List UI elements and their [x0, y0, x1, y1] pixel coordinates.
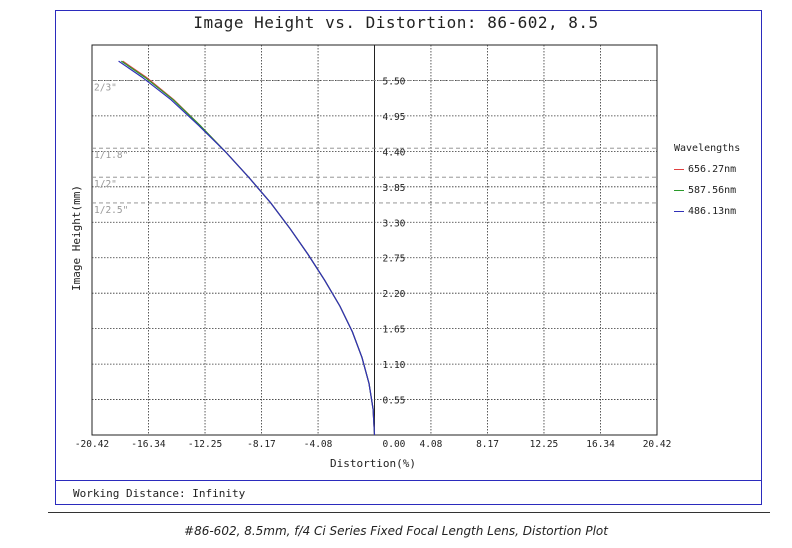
legend-item[interactable]: 587.56nm [674, 185, 736, 196]
figure-caption: #86-602, 8.5mm, f/4 Ci Series Fixed Foca… [184, 524, 608, 538]
sensor-marker-layer: 2/3" 1/1.8" 1/2" 1/2.5" [92, 80, 657, 216]
legend-title: Wavelengths [674, 143, 741, 154]
x-tick-label: 4.08 [419, 439, 442, 450]
x-tick-label: -12.25 [188, 439, 222, 450]
legend-label: 656.27nm [688, 164, 737, 175]
x-tick-label: -20.42 [75, 439, 109, 450]
working-distance: Working Distance: Infinity [73, 487, 246, 500]
x-tick-label: -4.08 [304, 439, 333, 450]
legend-item[interactable]: 486.13nm [674, 206, 736, 217]
chart-title: Image Height vs. Distortion: 86-602, 8.5 [193, 13, 599, 32]
y-tick-label: 1.65 [383, 325, 406, 336]
legend-label: 486.13nm [688, 206, 737, 217]
y-tick-label: 2.20 [383, 289, 406, 300]
series-line [118, 60, 376, 436]
legend-label: 587.56nm [688, 185, 737, 196]
y-tick-label: 4.95 [383, 112, 406, 123]
x-tick-label: -8.17 [247, 439, 276, 450]
x-tick-label: -16.34 [131, 439, 166, 450]
x-tick-label: 12.25 [530, 439, 559, 450]
legend-swatch [674, 189, 684, 192]
chart-frame [55, 10, 762, 505]
series-line [122, 60, 376, 436]
x-tick-label: 8.17 [476, 439, 499, 450]
sensor-marker-label: 1/2.5" [94, 205, 128, 216]
y-tick-label: 0.55 [383, 396, 406, 407]
legend-swatch [674, 210, 684, 213]
y-tick-label: 4.40 [383, 147, 406, 158]
sensor-marker-label: 2/3" [94, 82, 117, 93]
y-tick-label: 2.75 [383, 254, 406, 265]
legend-item[interactable]: 656.27nm [674, 164, 736, 175]
y-tick-label: 3.85 [383, 183, 406, 194]
series-layer [118, 60, 376, 436]
y-tick-label: 5.50 [383, 76, 406, 87]
page-rule [48, 512, 770, 513]
x-tick-label: 16.34 [586, 439, 615, 450]
y-axis-label: Image Height(mm) [70, 185, 83, 291]
sensor-marker-label: 1/1.8" [94, 150, 128, 161]
legend-swatch [674, 168, 684, 171]
y-tick-label: 3.30 [383, 218, 406, 229]
x-tick-label: 20.42 [643, 439, 672, 450]
series-line [120, 60, 376, 436]
x-axis-label: Distortion(%) [330, 457, 416, 470]
y-tick-label: 1.10 [383, 360, 406, 371]
footer-divider [55, 480, 762, 481]
sensor-marker-label: 1/2" [94, 179, 117, 190]
x-tick-label: 0.00 [383, 439, 406, 450]
tick-label-layer: -20.42 -16.34 -12.25 -8.17 -4.08 0.00 4.08 8.17… [75, 76, 671, 450]
